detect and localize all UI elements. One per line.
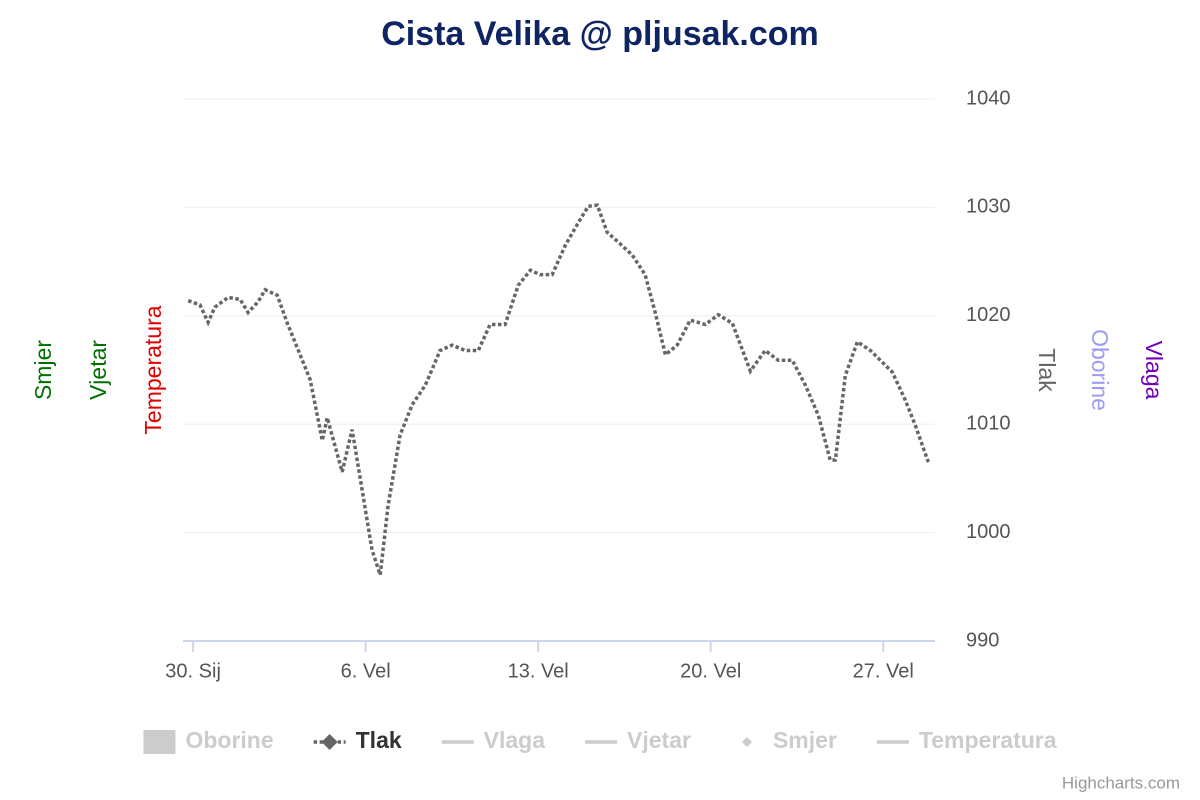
x-tick-label: 13. Vel xyxy=(508,660,569,682)
legend-label: Temperatura xyxy=(919,727,1057,753)
y-tick-label: 1010 xyxy=(966,412,1011,434)
axis-title: Vlaga xyxy=(1141,341,1167,400)
legend-item[interactable]: Oborine xyxy=(143,727,274,754)
legend-item[interactable]: Temperatura xyxy=(876,727,1057,753)
legend-item[interactable]: Vlaga xyxy=(441,727,546,753)
legend-item[interactable]: Tlak xyxy=(313,727,402,753)
y-tick-label: 1030 xyxy=(966,196,1011,218)
legend-symbol xyxy=(741,737,752,747)
chart-title: Cista Velika @ pljusak.com xyxy=(381,15,819,53)
legend-label: Tlak xyxy=(356,727,402,753)
x-tick-label: 6. Vel xyxy=(341,660,391,682)
y-tick-label: 1040 xyxy=(966,87,1011,109)
line-series xyxy=(187,203,930,576)
y-tick-label: 990 xyxy=(966,629,999,651)
credits[interactable]: Highcharts.com xyxy=(1062,773,1180,792)
x-tick-label: 27. Vel xyxy=(853,660,914,682)
x-tick-label: 20. Vel xyxy=(680,660,741,682)
axis-title: Smjer xyxy=(30,340,56,400)
legend-item[interactable]: Smjer xyxy=(741,727,837,753)
y-tick-label: 1000 xyxy=(966,521,1011,543)
legend-label: Vjetar xyxy=(627,727,691,753)
axis-title: Tlak xyxy=(1034,348,1060,392)
legend-item[interactable]: Vjetar xyxy=(585,727,691,753)
legend-label: Oborine xyxy=(185,727,273,753)
legend-label: Vlaga xyxy=(484,727,546,753)
axis-title: Temperatura xyxy=(140,305,166,434)
x-tick-label: 30. Sij xyxy=(165,660,221,682)
legend-symbol xyxy=(321,734,338,750)
y-tick-label: 1020 xyxy=(966,304,1011,326)
axis-title: Vjetar xyxy=(85,340,111,400)
axis-title: Oborine xyxy=(1087,329,1113,411)
legend-symbol xyxy=(143,730,176,754)
legend-label: Smjer xyxy=(773,727,837,753)
